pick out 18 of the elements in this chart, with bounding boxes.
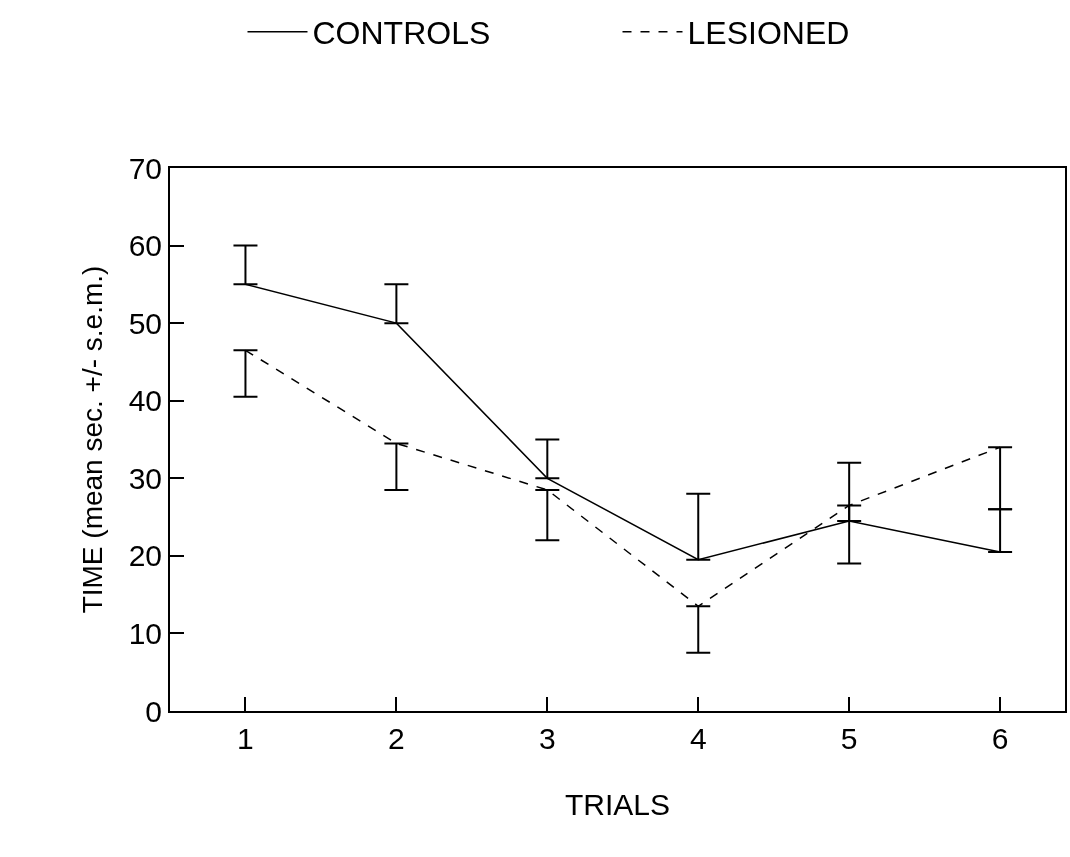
y-tick-label: 30 [128, 461, 162, 495]
y-axis-title: TIME (mean sec. +/- s.e.m.) [76, 265, 108, 614]
x-tick-label: 5 [840, 722, 858, 755]
legend-label: CONTROLS [312, 15, 491, 52]
y-tick-label: 60 [128, 229, 162, 263]
y-tick-label: 10 [128, 616, 162, 650]
x-tick-label: 4 [689, 722, 707, 755]
x-tick-label: 3 [538, 722, 556, 755]
y-tick-label: 0 [145, 694, 162, 728]
x-axis-title: TRIALS [564, 788, 671, 821]
x-tick-label: 2 [388, 722, 405, 755]
x-tick-label: 6 [991, 722, 1009, 755]
y-tick-label: 50 [128, 306, 162, 340]
y-tick-label: 70 [128, 151, 162, 185]
y-tick-label: 20 [128, 539, 162, 573]
legend-label: LESIONED [687, 15, 850, 52]
y-tick-label: 40 [128, 384, 162, 418]
x-tick-label: 1 [237, 722, 254, 755]
